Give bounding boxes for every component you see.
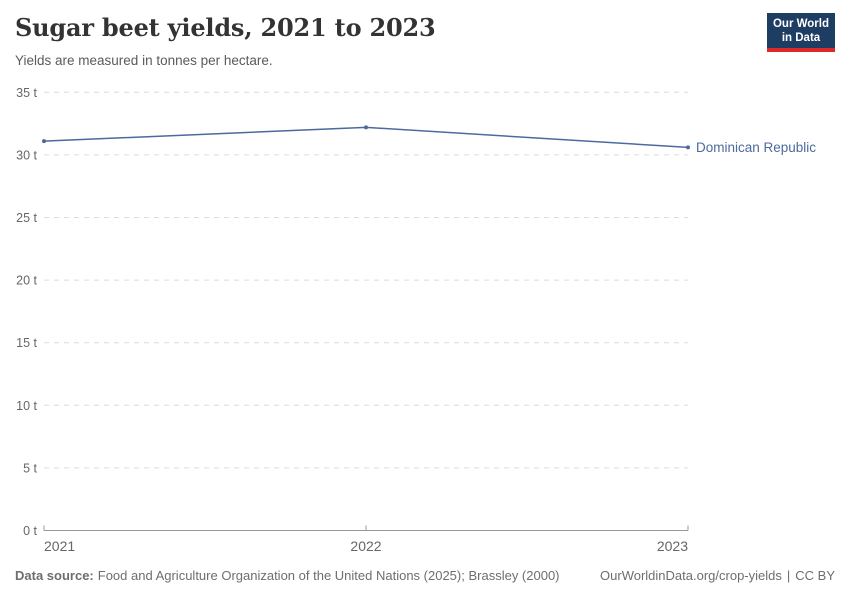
x-tick-label: 2023 xyxy=(657,538,688,554)
owid-logo: Our World in Data xyxy=(767,13,835,52)
y-tick-label: 10 t xyxy=(16,399,37,413)
y-tick-label: 35 t xyxy=(16,86,37,100)
owid-logo-line2: in Data xyxy=(781,32,821,44)
y-tick-label: 25 t xyxy=(16,211,37,225)
data-point xyxy=(364,125,368,130)
y-tick-label: 15 t xyxy=(16,336,37,350)
chart-title: Sugar beet yields, 2021 to 2023 xyxy=(15,13,436,42)
license-link[interactable]: CC BY xyxy=(795,568,835,583)
x-tick-label: 2022 xyxy=(350,538,381,554)
chart-footer: Data source: Food and Agriculture Organiz… xyxy=(15,568,835,584)
y-tick-label: 30 t xyxy=(16,148,37,162)
owid-url-link[interactable]: OurWorldinData.org/crop-yields xyxy=(600,568,782,583)
footer-separator: | xyxy=(786,568,791,583)
data-source-label: Data source: xyxy=(15,568,94,583)
owid-logo-line1: Our World xyxy=(772,18,829,30)
chart-subtitle: Yields are measured in tonnes per hectar… xyxy=(15,53,273,68)
data-source-text: Food and Agriculture Organization of the… xyxy=(97,568,560,583)
data-source: Data source: Food and Agriculture Organiz… xyxy=(15,568,560,584)
x-tick-label: 2021 xyxy=(44,538,75,554)
y-tick-label: 5 t xyxy=(23,461,37,475)
data-point xyxy=(42,139,46,144)
series-label[interactable]: Dominican Republic xyxy=(696,140,816,155)
y-tick-label: 0 t xyxy=(23,524,37,538)
footer-links: OurWorldinData.org/crop-yields | CC BY xyxy=(600,568,835,584)
y-tick-label: 20 t xyxy=(16,274,37,288)
data-line xyxy=(43,126,689,149)
data-point xyxy=(686,145,690,150)
